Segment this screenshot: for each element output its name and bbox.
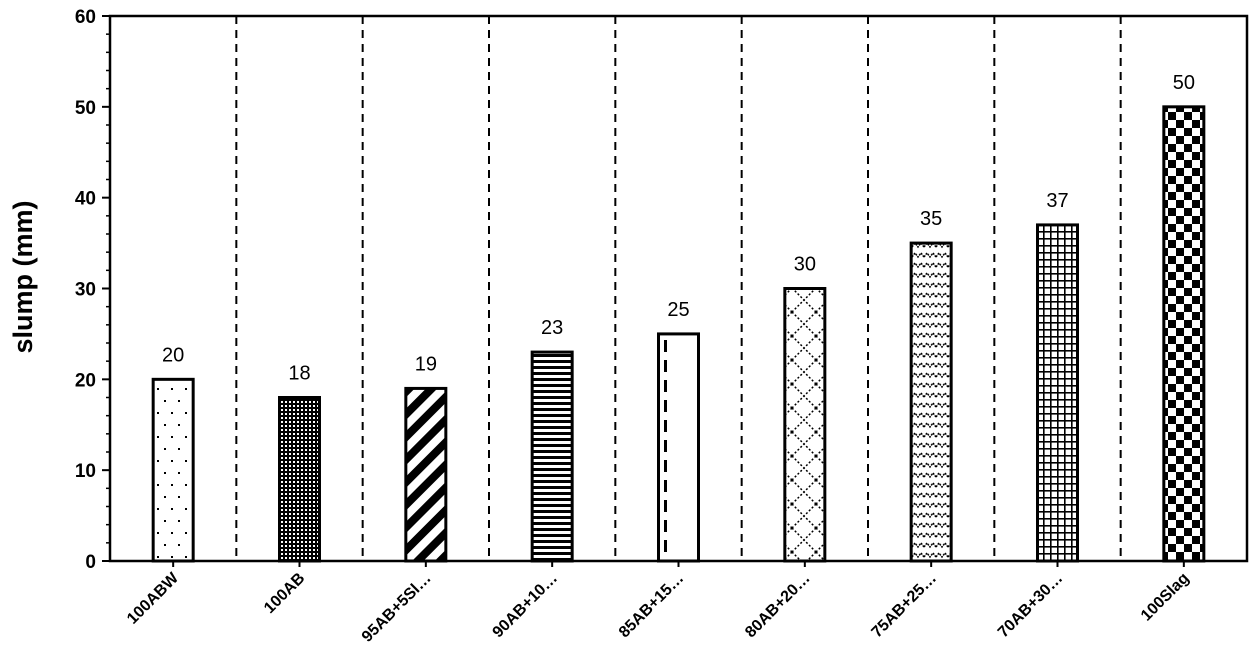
- bar-85AB+15…: [657, 332, 700, 563]
- data-label: 18: [288, 363, 310, 385]
- bar-100Slag: [1162, 105, 1206, 563]
- data-label: 23: [541, 317, 563, 339]
- bars: [151, 105, 1206, 563]
- y-tick-label: 20: [75, 370, 96, 391]
- y-tick-label: 30: [75, 280, 96, 301]
- data-label: 37: [1046, 190, 1068, 212]
- bar-95AB+5Sl…: [404, 386, 448, 563]
- x-tick-label: 90AB+10…: [490, 570, 561, 641]
- y-tick-label: 10: [75, 461, 96, 482]
- category-separators: [235, 16, 1122, 561]
- x-tick-label: 95AB+5Sl…: [359, 570, 435, 646]
- x-axis: 100ABW 100AB 95AB+5Sl… 90AB+10… 85AB+15… 80AB…: [124, 561, 1193, 646]
- y-tick-label: 40: [75, 189, 96, 210]
- bar-70AB+30…: [1036, 223, 1079, 563]
- data-label: 25: [667, 299, 689, 321]
- y-tick-label: 60: [75, 7, 96, 28]
- data-label: 50: [1173, 72, 1195, 94]
- x-tick-label: 100ABW: [124, 569, 183, 628]
- y-axis: 0 10 20 30 40 50 60: [75, 7, 110, 573]
- data-label: 35: [920, 208, 942, 230]
- data-label: 30: [794, 254, 816, 276]
- y-tick-label: 50: [75, 98, 96, 119]
- data-label: 20: [162, 344, 184, 366]
- x-tick-label: 85AB+15…: [616, 570, 687, 641]
- x-tick-label: 75AB+25…: [869, 570, 940, 641]
- data-label: 19: [415, 353, 437, 375]
- bar-90AB+10…: [530, 350, 574, 563]
- bar-100AB: [278, 396, 321, 563]
- y-tick-label: 0: [85, 552, 96, 573]
- x-tick-label: 100AB: [261, 570, 308, 617]
- x-tick-label: 70AB+30…: [995, 570, 1066, 641]
- bar-80AB+20…: [783, 287, 827, 563]
- x-tick-label: 80AB+20…: [742, 570, 813, 641]
- data-labels: 20 18 19 23 25 30 35 37 50: [162, 72, 1195, 385]
- bar-100ABW: [151, 377, 195, 563]
- bar-75AB+25…: [909, 241, 953, 563]
- x-tick-label: 100Slag: [1138, 570, 1193, 625]
- y-axis-title: slump (mm): [8, 200, 38, 353]
